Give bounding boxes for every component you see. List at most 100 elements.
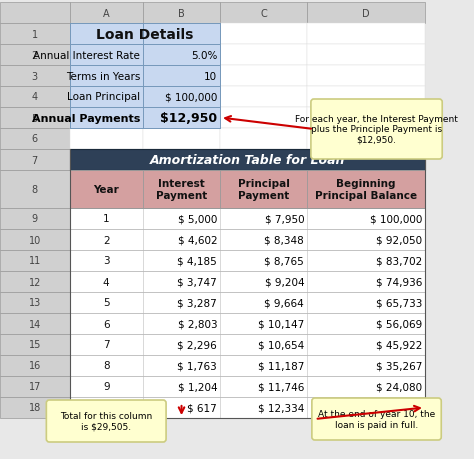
- Text: Annual Payments: Annual Payments: [32, 113, 140, 123]
- Text: 5: 5: [32, 113, 38, 123]
- Bar: [307, 129, 425, 150]
- Text: A: A: [103, 8, 109, 18]
- FancyBboxPatch shape: [311, 100, 442, 160]
- Bar: [220, 66, 307, 87]
- Bar: [70, 3, 143, 24]
- Text: $ 92,050: $ 92,050: [376, 235, 422, 245]
- Text: At the end of year 10, the
loan is paid in full.: At the end of year 10, the loan is paid …: [318, 409, 435, 429]
- Text: 10: 10: [100, 403, 113, 413]
- Text: 11: 11: [28, 256, 41, 266]
- Text: 17: 17: [28, 382, 41, 392]
- Bar: [307, 24, 425, 45]
- Text: $ 9,204: $ 9,204: [264, 277, 304, 287]
- Text: $ 10,147: $ 10,147: [258, 319, 304, 329]
- Bar: [0, 355, 70, 376]
- Bar: [0, 3, 70, 24]
- Text: 6: 6: [32, 134, 38, 144]
- Bar: [70, 376, 425, 397]
- Text: $12,950: $12,950: [160, 112, 217, 125]
- Bar: [307, 45, 425, 66]
- Text: $ 74,936: $ 74,936: [375, 277, 422, 287]
- Bar: [70, 171, 425, 208]
- Bar: [70, 108, 220, 129]
- Text: Principal
Payment: Principal Payment: [237, 179, 290, 201]
- Bar: [0, 292, 70, 313]
- Bar: [0, 334, 70, 355]
- Bar: [307, 66, 425, 87]
- Text: Total for this column
is $29,505.: Total for this column is $29,505.: [60, 411, 152, 431]
- Text: $ 12,334: $ 12,334: [258, 403, 304, 413]
- Text: $ 65,733: $ 65,733: [375, 298, 422, 308]
- Bar: [307, 3, 425, 24]
- Bar: [70, 87, 220, 108]
- Bar: [220, 45, 307, 66]
- Bar: [70, 313, 425, 334]
- Text: 3: 3: [103, 256, 109, 266]
- Text: 5.0%: 5.0%: [191, 50, 217, 61]
- Text: $ 5,000: $ 5,000: [178, 214, 217, 224]
- FancyBboxPatch shape: [46, 400, 166, 442]
- Bar: [70, 24, 220, 45]
- Bar: [220, 24, 307, 45]
- Text: 10: 10: [204, 71, 217, 81]
- Text: D: D: [362, 8, 370, 18]
- Bar: [0, 251, 70, 271]
- FancyBboxPatch shape: [312, 398, 441, 440]
- Text: 7: 7: [32, 155, 38, 165]
- Text: $ 8,765: $ 8,765: [264, 256, 304, 266]
- Text: Annual Interest Rate: Annual Interest Rate: [33, 50, 140, 61]
- Bar: [0, 171, 70, 208]
- Text: $ 1,763: $ 1,763: [177, 361, 217, 371]
- Bar: [0, 397, 70, 418]
- Text: 3: 3: [32, 71, 38, 81]
- Text: 7: 7: [103, 340, 109, 350]
- Text: 14: 14: [28, 319, 41, 329]
- Text: B: B: [178, 8, 185, 18]
- Bar: [220, 108, 307, 129]
- Text: 1: 1: [103, 214, 109, 224]
- Text: For each year, the Interest Payment
plus the Principle Payment is
$12,950.: For each year, the Interest Payment plus…: [295, 115, 458, 145]
- Bar: [70, 66, 220, 87]
- Text: $ 45,922: $ 45,922: [375, 340, 422, 350]
- Text: $ 11,187: $ 11,187: [258, 361, 304, 371]
- Bar: [70, 45, 220, 66]
- Text: $ 12,334: $ 12,334: [375, 403, 422, 413]
- Bar: [70, 397, 425, 418]
- Text: 5: 5: [103, 298, 109, 308]
- Bar: [70, 129, 143, 150]
- Bar: [307, 108, 425, 129]
- Text: 1: 1: [32, 29, 38, 39]
- Bar: [0, 108, 70, 129]
- Bar: [0, 129, 70, 150]
- Text: 2: 2: [103, 235, 109, 245]
- Text: 16: 16: [28, 361, 41, 371]
- Text: $ 4,185: $ 4,185: [177, 256, 217, 266]
- Bar: [70, 271, 425, 292]
- Text: 13: 13: [28, 298, 41, 308]
- Text: 9: 9: [103, 382, 109, 392]
- Text: Loan Details: Loan Details: [96, 28, 193, 41]
- Bar: [0, 208, 70, 230]
- Bar: [220, 129, 307, 150]
- Text: Interest
Payment: Interest Payment: [156, 179, 207, 201]
- Text: $ 56,069: $ 56,069: [376, 319, 422, 329]
- Bar: [0, 271, 70, 292]
- Text: $ 3,287: $ 3,287: [177, 298, 217, 308]
- Text: $ 617: $ 617: [188, 403, 217, 413]
- Text: 10: 10: [28, 235, 41, 245]
- Bar: [143, 3, 220, 24]
- Bar: [0, 150, 70, 171]
- Text: $ 10,654: $ 10,654: [258, 340, 304, 350]
- Bar: [70, 292, 425, 313]
- Text: C: C: [260, 8, 267, 18]
- Text: $ 2,803: $ 2,803: [178, 319, 217, 329]
- Text: $ 11,746: $ 11,746: [258, 382, 304, 392]
- Text: $ 35,267: $ 35,267: [375, 361, 422, 371]
- Bar: [70, 208, 425, 230]
- Text: 12: 12: [28, 277, 41, 287]
- Text: 4: 4: [32, 92, 38, 102]
- Bar: [220, 3, 307, 24]
- Bar: [0, 87, 70, 108]
- Bar: [70, 355, 425, 376]
- Bar: [70, 150, 425, 171]
